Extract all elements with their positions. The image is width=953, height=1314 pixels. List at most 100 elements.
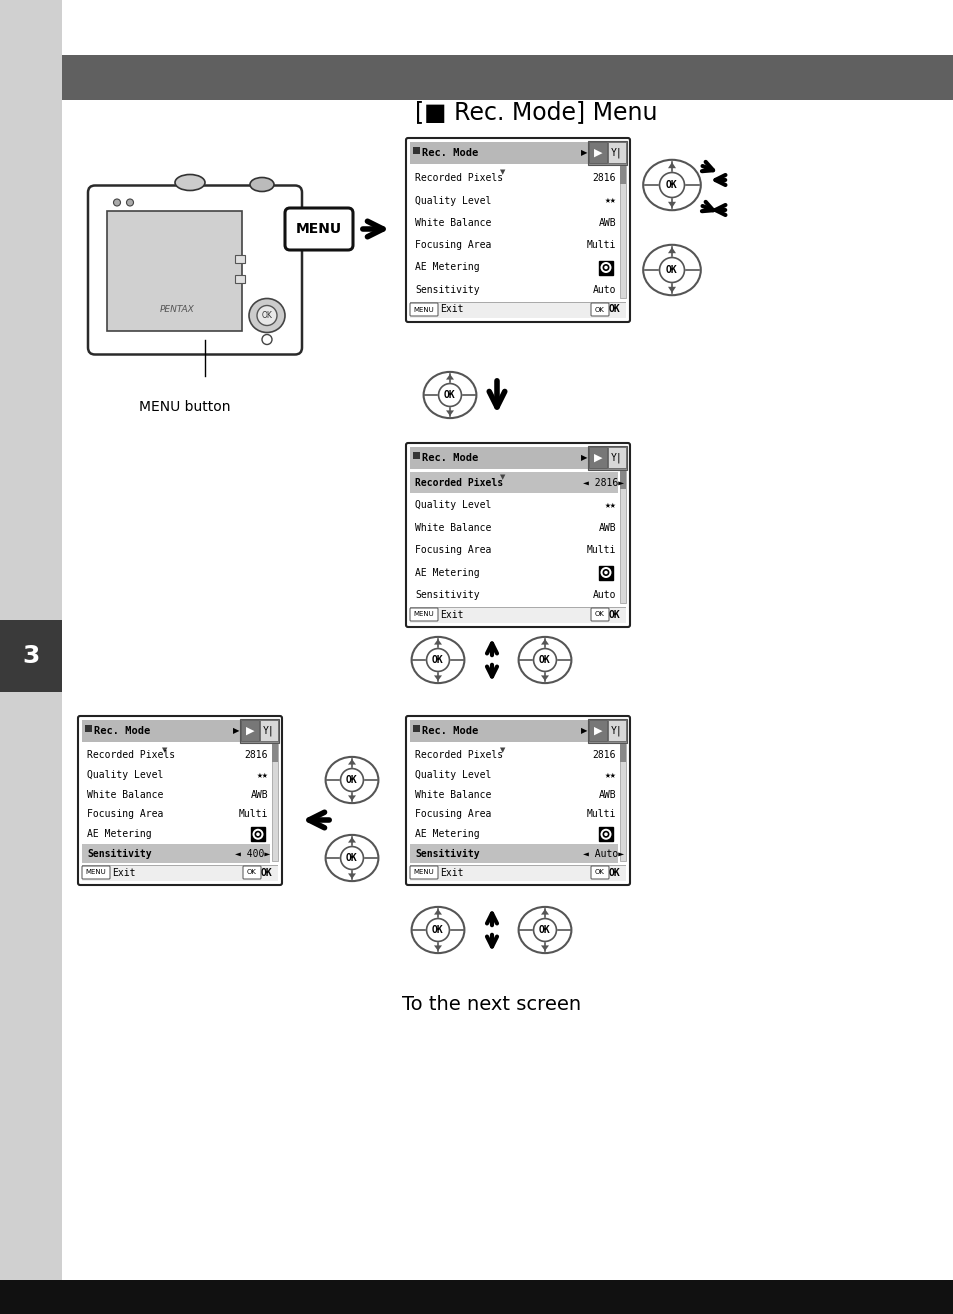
Text: ▶: ▶ — [246, 727, 254, 736]
Ellipse shape — [325, 757, 378, 803]
Text: ▼: ▼ — [162, 746, 168, 753]
Bar — [619, 744, 625, 762]
Bar — [82, 844, 270, 863]
Ellipse shape — [642, 160, 700, 210]
Text: Y|: Y| — [611, 453, 622, 464]
Text: Auto: Auto — [592, 285, 616, 294]
Text: ★★: ★★ — [603, 501, 616, 511]
Bar — [82, 720, 277, 742]
Circle shape — [533, 918, 556, 941]
Bar — [410, 844, 618, 863]
FancyBboxPatch shape — [410, 866, 437, 879]
Text: MENU: MENU — [86, 870, 107, 875]
Text: OK: OK — [665, 265, 678, 275]
Circle shape — [603, 265, 607, 269]
Text: Quality Level: Quality Level — [415, 501, 491, 511]
Text: MENU: MENU — [414, 611, 434, 618]
Text: OK: OK — [261, 867, 273, 878]
Text: OK: OK — [538, 654, 550, 665]
Text: Multi: Multi — [238, 809, 268, 820]
Text: OK: OK — [346, 775, 357, 784]
Polygon shape — [348, 795, 355, 802]
FancyBboxPatch shape — [406, 443, 629, 627]
Polygon shape — [667, 247, 676, 254]
Text: Y|: Y| — [263, 725, 274, 736]
Text: ▼: ▼ — [499, 746, 505, 753]
Bar — [410, 472, 618, 493]
Circle shape — [602, 830, 609, 838]
Text: Exit: Exit — [439, 610, 463, 619]
Text: Sensitivity: Sensitivity — [415, 849, 479, 859]
Text: Quality Level: Quality Level — [415, 770, 491, 779]
Ellipse shape — [174, 175, 205, 191]
Bar — [410, 142, 625, 164]
Circle shape — [603, 833, 607, 836]
Bar — [413, 725, 419, 732]
Text: Focusing Area: Focusing Area — [415, 545, 491, 556]
Text: 2816: 2816 — [592, 750, 616, 759]
Circle shape — [113, 198, 120, 206]
Bar — [251, 828, 265, 841]
Circle shape — [438, 384, 461, 406]
Bar — [598, 828, 613, 841]
Text: ▶: ▶ — [580, 727, 587, 736]
Polygon shape — [540, 909, 548, 915]
Text: ◄ 2816►: ◄ 2816► — [582, 478, 623, 489]
Text: ▶: ▶ — [593, 148, 601, 158]
Circle shape — [340, 769, 363, 791]
Polygon shape — [667, 162, 676, 168]
Text: OK: OK — [432, 654, 443, 665]
Text: ▶: ▶ — [233, 727, 239, 736]
Text: OK: OK — [595, 611, 604, 618]
Text: MENU button: MENU button — [139, 399, 231, 414]
Bar — [587, 141, 626, 166]
Ellipse shape — [518, 907, 571, 953]
Text: AWB: AWB — [250, 790, 268, 800]
Text: OK: OK — [432, 925, 443, 936]
FancyBboxPatch shape — [285, 208, 353, 250]
Text: Focusing Area: Focusing Area — [415, 240, 491, 250]
Text: 3: 3 — [22, 644, 40, 668]
Text: Multi: Multi — [586, 545, 616, 556]
Bar — [619, 166, 625, 184]
Polygon shape — [540, 675, 548, 681]
Text: AWB: AWB — [598, 218, 616, 227]
Polygon shape — [348, 874, 355, 879]
Ellipse shape — [250, 177, 274, 192]
Polygon shape — [434, 639, 441, 645]
Bar — [588, 720, 606, 741]
Bar — [607, 142, 625, 163]
Bar — [0, 1280, 953, 1314]
Circle shape — [426, 649, 449, 671]
Polygon shape — [434, 675, 441, 681]
Polygon shape — [434, 945, 441, 951]
Text: ▶: ▶ — [593, 727, 601, 736]
Bar — [587, 445, 626, 470]
Text: Exit: Exit — [439, 867, 463, 878]
Bar — [598, 565, 613, 579]
Text: 2816: 2816 — [592, 173, 616, 183]
Text: 2816: 2816 — [244, 750, 268, 759]
Text: Rec. Mode: Rec. Mode — [421, 727, 477, 736]
Bar — [410, 865, 625, 880]
Text: Y|: Y| — [611, 147, 622, 158]
Polygon shape — [667, 202, 676, 208]
Text: To the next screen: To the next screen — [402, 996, 581, 1014]
Polygon shape — [540, 945, 548, 951]
Text: Auto: Auto — [592, 590, 616, 599]
Bar — [587, 719, 626, 742]
Text: OK: OK — [247, 870, 256, 875]
Circle shape — [254, 830, 261, 838]
Text: White Balance: White Balance — [87, 790, 163, 800]
Text: Rec. Mode: Rec. Mode — [421, 148, 477, 158]
Ellipse shape — [411, 637, 464, 683]
Bar — [0, 0, 62, 1314]
FancyBboxPatch shape — [243, 866, 261, 879]
Circle shape — [659, 172, 683, 197]
FancyBboxPatch shape — [242, 192, 294, 346]
Circle shape — [659, 258, 683, 283]
Text: MENU: MENU — [295, 222, 342, 237]
Text: White Balance: White Balance — [415, 523, 491, 533]
Circle shape — [602, 264, 609, 271]
FancyBboxPatch shape — [590, 304, 608, 315]
